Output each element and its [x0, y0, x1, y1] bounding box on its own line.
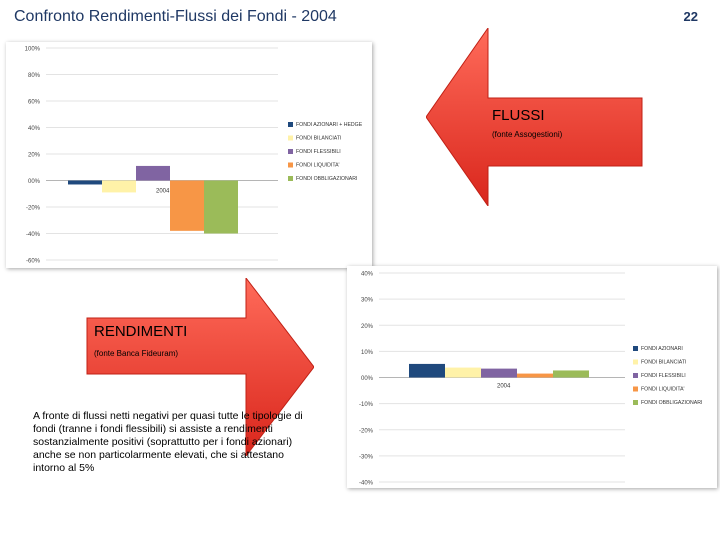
rendimenti-ytick-label: -10% — [359, 402, 374, 408]
rendimenti-bar — [553, 370, 589, 378]
rendimenti-category-label: 2004 — [497, 384, 511, 390]
flussi-legend-label: FONDI LIQUIDITA' — [296, 163, 340, 169]
rendimenti-bar — [445, 367, 481, 378]
flussi-arrow-title: FLUSSI — [492, 107, 545, 124]
flussi-legend-label: FONDI OBBLIGAZIONARI — [296, 176, 357, 182]
flussi-ytick-label: -20% — [26, 206, 41, 212]
flussi-legend-label: FONDI FLESSIBILI — [296, 149, 341, 155]
rendimenti-bar — [517, 373, 553, 378]
flussi-ytick-label: -40% — [26, 232, 41, 238]
rendimenti-arrow-shape — [86, 278, 314, 456]
flussi-arrow-shape — [426, 28, 643, 206]
flussi-ytick-label: 80% — [28, 73, 41, 79]
page-number: 22 — [683, 9, 698, 24]
rendimenti-chart: 40% 30% 20% 10% 00% -10% -20% -30% -40% 2004 FONDI… — [347, 266, 717, 488]
rendimenti-legend-label: FONDI BILANCIATI — [641, 360, 686, 366]
rendimenti-arrow-title: RENDIMENTI — [94, 323, 188, 340]
rendimenti-ytick-label: 10% — [361, 350, 374, 356]
rendimenti-arrow: RENDIMENTI (fonte Banca Fideuram) — [86, 278, 314, 456]
flussi-legend-swatch — [288, 135, 293, 141]
flussi-arrow: FLUSSI (fonte Assogestioni) — [426, 28, 644, 206]
flussi-bar — [102, 180, 136, 193]
rendimenti-ytick-label: -40% — [359, 481, 374, 487]
flussi-chart-svg: 100% 80% 60% 40% 20% 00% -20% -40% -60% 2004 FONDI… — [25, 47, 363, 265]
rendimenti-legend-swatch — [633, 373, 638, 378]
flussi-legend-swatch — [288, 149, 293, 154]
rendimenti-bar — [481, 368, 517, 378]
rendimenti-legend-swatch — [633, 346, 638, 351]
rendimenti-legend-label: FONDI LIQUIDITA' — [641, 387, 685, 393]
rendimenti-ytick-label: 40% — [361, 272, 374, 278]
flussi-legend-label: FONDI AZIONARI + HEDGE — [296, 122, 363, 128]
slide-title: Confronto Rendimenti-Flussi dei Fondi - … — [14, 8, 337, 25]
flussi-bar — [68, 180, 102, 185]
rendimenti-ytick-label: -30% — [359, 454, 374, 460]
rendimenti-ytick-label: 00% — [361, 376, 374, 382]
flussi-legend-swatch — [288, 122, 293, 127]
flussi-chart: 100% 80% 60% 40% 20% 00% -20% -40% -60% 2004 FONDI… — [6, 42, 372, 268]
flussi-arrow-subtitle: (fonte Assogestioni) — [492, 130, 563, 139]
flussi-ytick-label: 60% — [28, 100, 41, 106]
flussi-ytick-label: 40% — [28, 126, 41, 132]
rendimenti-chart-svg: 40% 30% 20% 10% 00% -10% -20% -30% -40% 2004 FONDI… — [359, 272, 702, 487]
rendimenti-legend-swatch — [633, 400, 638, 405]
flussi-ytick-label: 20% — [28, 153, 41, 159]
rendimenti-bar — [409, 363, 445, 378]
flussi-category-label: 2004 — [156, 189, 170, 195]
flussi-ytick-label: -60% — [26, 259, 41, 265]
flussi-bar — [204, 180, 238, 234]
flussi-ytick-label: 00% — [28, 179, 41, 185]
flussi-bar — [136, 165, 170, 181]
rendimenti-ytick-label: 30% — [361, 298, 374, 304]
rendimenti-legend-swatch — [633, 359, 638, 365]
flussi-legend-swatch — [288, 176, 293, 181]
body-text: A fronte di flussi netti negativi per qu… — [33, 410, 303, 474]
rendimenti-legend-label: FONDI AZIONARI — [641, 346, 683, 352]
flussi-ytick-label: 100% — [25, 47, 41, 53]
rendimenti-legend-label: FONDI FLESSIBILI — [641, 373, 686, 379]
rendimenti-ytick-label: 20% — [361, 324, 374, 330]
flussi-legend-label: FONDI BILANCIATI — [296, 136, 341, 142]
rendimenti-legend-label: FONDI OBBLIGAZIONARI — [641, 400, 702, 406]
rendimenti-ytick-label: -20% — [359, 428, 374, 434]
rendimenti-legend-swatch — [633, 386, 638, 392]
flussi-legend-swatch — [288, 162, 293, 168]
flussi-bar — [170, 180, 204, 231]
rendimenti-arrow-subtitle: (fonte Banca Fideuram) — [94, 349, 179, 358]
